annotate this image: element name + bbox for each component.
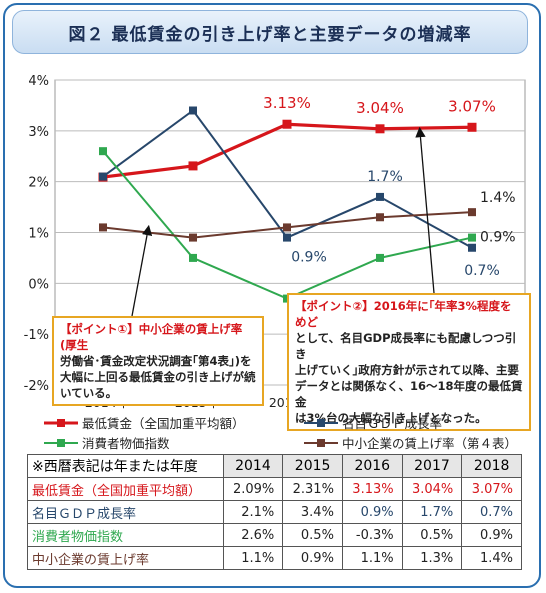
data-point-cpi xyxy=(99,147,107,156)
data-point-cpi xyxy=(376,253,384,262)
data-point-sme-wage xyxy=(189,233,197,242)
table-row: 中小企業の賃上げ率 1.1% 0.9% 1.1% 1.3% 1.4% xyxy=(27,546,522,570)
callout-point-1-line3: 大幅に上回る最低賃金の引き上げが続 xyxy=(60,370,256,384)
callout-point-1-line2: 労働省･賃金改定状況調査｢第4表｣)を xyxy=(60,354,252,368)
callout-point-1-line4: いている。 xyxy=(60,386,118,400)
table-row-label: 消費者物価指数 xyxy=(27,523,224,547)
table-year-2017: 2017 xyxy=(401,454,463,478)
table-cell: 3.04% xyxy=(401,477,463,501)
table-row-label: 名目ＧＤＰ成長率 xyxy=(27,500,224,524)
callout-point-2-line3: 上げていく｣政府方針が示されて以降、主要 xyxy=(295,363,519,377)
table-row: 名目ＧＤＰ成長率 2.1% 3.4% 0.9% 1.7% 0.7% xyxy=(27,500,522,524)
y-tick-label: 1% xyxy=(28,227,49,242)
data-point-sme-wage xyxy=(99,223,107,232)
data-label-min-wage: 3.13% xyxy=(263,94,311,112)
legend-item-sme-wage: 中小企業の賃上げ率（第４表） xyxy=(304,433,517,452)
table-year-2015: 2015 xyxy=(282,454,343,478)
y-tick-label: 2% xyxy=(28,176,49,191)
table-row-label: 中小企業の賃上げ率 xyxy=(27,546,224,570)
table-cell: 0.5% xyxy=(282,523,343,547)
chart-legend: 最低賃金（全国加重平均額） 名目ＧＤＰ成長率 消費者物価指数 中小企業の賃上げ率… xyxy=(44,413,524,453)
data-point-min-wage xyxy=(282,119,292,129)
table-cell: 3.13% xyxy=(341,477,403,501)
data-label-gdp: 0.9% xyxy=(291,250,327,266)
table-cell: 1.1% xyxy=(341,546,403,570)
table-cell: 1.4% xyxy=(461,546,522,570)
legend-marker-gdp xyxy=(304,418,338,427)
legend-marker-sme-wage xyxy=(304,438,338,447)
data-point-cpi xyxy=(468,233,476,242)
data-table: ※西暦表記は年または年度 2014 2015 2016 2017 2018 最低… xyxy=(27,454,522,570)
callout-point-2: 【ポイント②】2016年に｢年率3%程度をめど として、名目GDP成長率にも配慮… xyxy=(287,293,531,431)
callout-point-1-line1: 【ポイント①】中小企業の賃上げ率(厚生 xyxy=(60,322,243,352)
data-point-sme-wage xyxy=(376,213,384,222)
legend-label-sme-wage: 中小企業の賃上げ率（第４表） xyxy=(342,436,518,451)
table-year-2016: 2016 xyxy=(341,454,403,478)
table-cell: 2.09% xyxy=(222,477,284,501)
data-point-gdp xyxy=(189,106,197,115)
table-row: 最低賃金（全国加重平均額） 2.09% 2.31% 3.13% 3.04% 3.… xyxy=(27,477,522,501)
legend-marker-min-wage xyxy=(44,418,78,427)
legend-label-min-wage: 最低賃金（全国加重平均額） xyxy=(82,416,245,431)
data-point-min-wage xyxy=(188,161,198,171)
y-tick-label: -1% xyxy=(24,328,49,343)
legend-marker-cpi xyxy=(44,438,78,447)
data-point-min-wage xyxy=(467,122,477,132)
table-cell: 0.9% xyxy=(341,500,403,524)
y-tick-label: 4% xyxy=(28,74,49,89)
figure-title: 図２ 最低賃金の引き上げ率と主要データの増減率 xyxy=(12,10,528,54)
table-cell: 2.6% xyxy=(222,523,284,547)
callout-arrow-point-1 xyxy=(131,224,153,317)
table-cell: 2.1% xyxy=(222,500,284,524)
legend-label-gdp: 名目ＧＤＰ成長率 xyxy=(342,416,443,431)
callout-arrow-point-2 xyxy=(415,126,435,294)
table-row-label: 最低賃金（全国加重平均額） xyxy=(27,477,224,501)
data-label-min-wage: 3.07% xyxy=(448,97,496,115)
table-cell: 0.5% xyxy=(401,523,463,547)
callout-point-2-line5: は3%台の大幅な引き上げとなった。 xyxy=(295,411,487,425)
data-point-gdp xyxy=(283,233,291,242)
data-label-sme-wage: 1.4% xyxy=(480,190,516,206)
legend-item-cpi: 消費者物価指数 xyxy=(44,433,170,452)
callout-point-2-line4: データとは関係なく、16～18年度の最低賃金 xyxy=(295,379,523,409)
data-point-gdp xyxy=(468,243,476,252)
data-point-gdp xyxy=(99,172,107,181)
data-label-cpi: 0.9% xyxy=(480,230,516,246)
data-label-min-wage: 3.04% xyxy=(356,99,404,117)
legend-label-cpi: 消費者物価指数 xyxy=(82,436,170,451)
table-header-row: ※西暦表記は年または年度 2014 2015 2016 2017 2018 xyxy=(27,454,522,478)
table-cell: 2.31% xyxy=(282,477,343,501)
callout-point-2-line2: として、名目GDP成長率にも配慮しつつ引き xyxy=(295,331,517,361)
y-tick-label: -2% xyxy=(24,379,49,394)
table-cell: 3.4% xyxy=(282,500,343,524)
table-cell: 3.07% xyxy=(461,477,522,501)
y-tick-label: 0% xyxy=(28,277,49,292)
table-cell: -0.3% xyxy=(341,523,403,547)
data-label-gdp: 0.7% xyxy=(464,263,500,279)
table-note: ※西暦表記は年または年度 xyxy=(27,454,224,478)
table-year-2018: 2018 xyxy=(461,454,522,478)
data-point-sme-wage xyxy=(283,223,291,232)
series-line-min-wage xyxy=(102,122,473,179)
table-row: 消費者物価指数 2.6% 0.5% -0.3% 0.5% 0.9% xyxy=(27,523,522,547)
data-point-sme-wage xyxy=(468,208,476,217)
table-cell: 0.9% xyxy=(461,523,522,547)
table-year-2014: 2014 xyxy=(222,454,284,478)
table-cell: 0.9% xyxy=(282,546,343,570)
table-cell: 1.1% xyxy=(222,546,284,570)
table-cell: 1.3% xyxy=(401,546,463,570)
table-cell: 0.7% xyxy=(461,500,522,524)
data-point-cpi xyxy=(189,253,197,262)
legend-item-min-wage: 最低賃金（全国加重平均額） xyxy=(44,413,245,432)
table-cell: 1.7% xyxy=(401,500,463,524)
y-tick-label: 3% xyxy=(28,125,49,140)
data-point-gdp xyxy=(376,192,384,201)
legend-item-gdp: 名目ＧＤＰ成長率 xyxy=(304,413,442,432)
callout-point-2-line1: 【ポイント②】2016年に｢年率3%程度をめど xyxy=(295,299,512,329)
callout-point-1: 【ポイント①】中小企業の賃上げ率(厚生 労働省･賃金改定状況調査｢第4表｣)を … xyxy=(52,316,264,406)
data-label-gdp: 1.7% xyxy=(367,169,403,185)
data-point-min-wage xyxy=(375,124,385,134)
